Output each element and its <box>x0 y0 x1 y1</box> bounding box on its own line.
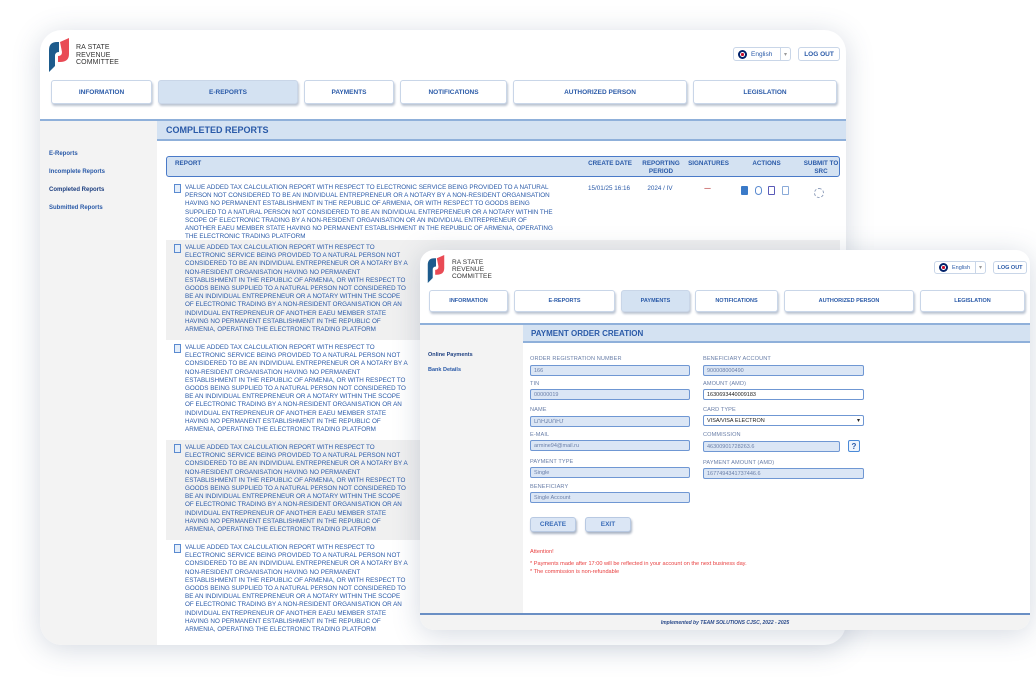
logo-text: RA STATE REVENUE COMMITTEE <box>76 44 119 66</box>
col-create-date: CREATE DATE <box>588 160 632 167</box>
col-submit: SUBMIT TO SRC <box>803 160 839 175</box>
payment-order-window: RA STATE REVENUE COMMITTEE English ▾ LOG OU… <box>420 250 1030 630</box>
submit-gear-icon[interactable] <box>814 188 824 198</box>
edit-icon[interactable] <box>768 186 775 195</box>
page-title: PAYMENT ORDER CREATION <box>523 325 1030 343</box>
logout-button[interactable]: LOG OUT <box>798 47 840 61</box>
attachment-icon[interactable] <box>755 186 762 195</box>
report-name[interactable]: VALUE ADDED TAX CALCULATION REPORT WITH … <box>185 444 408 534</box>
table-row: VALUE ADDED TAX CALCULATION REPORT WITH … <box>166 180 840 240</box>
beneficiary-field: Single Account <box>530 492 690 503</box>
tab-payments[interactable]: PAYMENTS <box>304 80 394 104</box>
col-actions: ACTIONS <box>752 160 781 167</box>
tab-legislation[interactable]: LEGISLATION <box>693 80 837 104</box>
tab-notifications[interactable]: NOTIFICATIONS <box>695 290 778 312</box>
tab-authorized-person[interactable]: AUTHORIZED PERSON <box>784 290 914 312</box>
card-type-value: VISA/VISA ELECTRON <box>707 417 765 424</box>
tin-field: 00000019 <box>530 389 690 400</box>
commission-field: 46300901728263.6 <box>703 441 840 452</box>
email-field: armine94@mail.ru <box>530 440 690 451</box>
report-name[interactable]: VALUE ADDED TAX CALCULATION REPORT WITH … <box>185 184 553 241</box>
col-report: REPORT <box>175 160 202 167</box>
tab-authorized-person[interactable]: AUTHORIZED PERSON <box>513 80 687 104</box>
amount-label: AMOUNT (AMD) <box>703 381 747 387</box>
signatures-status: — <box>704 185 711 192</box>
tab-information[interactable]: INFORMATION <box>51 80 152 104</box>
beneficiary-label: BENEFICIARY <box>530 484 569 490</box>
src-logo-icon <box>427 255 445 283</box>
document-icon <box>174 184 181 193</box>
beneficiary-account-label: BENEFICIARY ACCOUNT <box>703 356 771 362</box>
name-label: NAME <box>530 407 547 413</box>
help-icon[interactable]: ? <box>848 440 860 452</box>
amount-input[interactable]: 1630693440009183 <box>703 389 864 400</box>
tab-information[interactable]: INFORMATION <box>429 290 508 312</box>
commission-label: COMMISSION <box>703 432 741 438</box>
excel-icon[interactable] <box>741 186 748 195</box>
create-date: 15/01/25 16:16 <box>587 185 631 192</box>
language-select[interactable]: English ▾ <box>733 47 791 61</box>
payment-type-label: PAYMENT TYPE <box>530 459 574 465</box>
sidebar-item-submitted-reports[interactable]: Submitted Reports <box>49 205 103 211</box>
document-icon <box>174 344 181 353</box>
chevron-down-icon: ▾ <box>856 418 860 424</box>
payment-amount-label: PAYMENT AMOUNT (AMD) <box>703 460 775 466</box>
language-label: English <box>751 50 773 58</box>
beneficiary-account-field: 900008000490 <box>703 365 864 376</box>
payment-type-field: Single <box>530 467 690 478</box>
language-label: English <box>952 264 971 271</box>
document-icon <box>174 444 181 453</box>
report-name[interactable]: VALUE ADDED TAX CALCULATION REPORT WITH … <box>185 544 408 634</box>
uk-flag-icon <box>738 49 747 59</box>
tab-notifications[interactable]: NOTIFICATIONS <box>400 80 507 104</box>
report-name[interactable]: VALUE ADDED TAX CALCULATION REPORT WITH … <box>185 344 408 434</box>
table-header: REPORT CREATE DATE REPORTING PERIOD SIGN… <box>166 156 840 177</box>
attention-text: Attention! <box>530 549 554 555</box>
tab-e-reports[interactable]: E-REPORTS <box>514 290 615 312</box>
footer: Implemented by TEAM SOLUTIONS CJSC, 2022… <box>420 615 1030 630</box>
page-title: COMPLETED REPORTS <box>157 121 846 141</box>
document-icon <box>174 544 181 553</box>
order-number-field: 166 <box>530 365 690 376</box>
col-reporting-period: REPORTING PERIOD <box>642 160 680 175</box>
card-type-select[interactable]: VISA/VISA ELECTRON ▾ <box>703 415 864 426</box>
uk-flag-icon <box>939 263 948 272</box>
payment-amount-field: 1677494341737446.6 <box>703 468 864 479</box>
report-name[interactable]: VALUE ADDED TAX CALCULATION REPORT WITH … <box>185 244 408 334</box>
col-signatures: SIGNATURES <box>688 160 729 167</box>
table-row: VALUE ADDED TAX CALCULATION REPORT WITH … <box>166 340 840 440</box>
footer-divider <box>420 613 1030 615</box>
divider <box>420 323 1030 325</box>
language-select[interactable]: English ▾ <box>934 261 986 274</box>
exit-button[interactable]: EXIT <box>585 517 631 532</box>
sidebar-item-completed-reports[interactable]: Completed Reports <box>49 187 105 193</box>
table-row: VALUE ADDED TAX CALCULATION REPORT WITH … <box>166 540 840 640</box>
sidebar-item-online-payments[interactable]: Online Payments <box>428 352 473 358</box>
logo-text: RA STATE REVENUE COMMITTEE <box>452 259 492 280</box>
sidebar: E-Reports Incomplete Reports Completed R… <box>40 121 157 645</box>
sidebar: Online Payments Bank Details <box>420 325 523 613</box>
note-text: * Payments made after 17:00 will be refl… <box>530 561 747 567</box>
src-logo-icon <box>49 38 69 72</box>
sidebar-item-bank-details[interactable]: Bank Details <box>428 367 462 373</box>
sidebar-item-e-reports[interactable]: E-Reports <box>49 151 78 157</box>
tin-label: TIN <box>530 381 540 387</box>
reporting-period: 2024 / IV <box>647 185 673 192</box>
tab-legislation[interactable]: LEGISLATION <box>920 290 1025 312</box>
document-icon <box>174 244 181 253</box>
email-label: E-MAIL <box>530 432 550 438</box>
chevron-down-icon: ▾ <box>780 48 790 60</box>
order-number-label: ORDER REGISTRATION NUMBER <box>530 356 622 362</box>
delete-icon[interactable] <box>782 186 789 195</box>
create-button[interactable]: CREATE <box>530 517 576 532</box>
sidebar-item-incomplete-reports[interactable]: Incomplete Reports <box>49 169 106 175</box>
logout-button[interactable]: LOG OUT <box>993 261 1027 274</box>
note-text: * The commission is non-refundable <box>530 569 620 575</box>
tab-e-reports[interactable]: E-REPORTS <box>158 80 298 104</box>
chevron-down-icon: ▾ <box>975 262 985 273</box>
tab-payments[interactable]: PAYMENTS <box>621 290 690 312</box>
divider <box>40 119 846 121</box>
card-type-label: CARD TYPE <box>703 407 736 413</box>
name-field: ԼՈՒԱՍՈՒՄ <box>530 416 690 427</box>
